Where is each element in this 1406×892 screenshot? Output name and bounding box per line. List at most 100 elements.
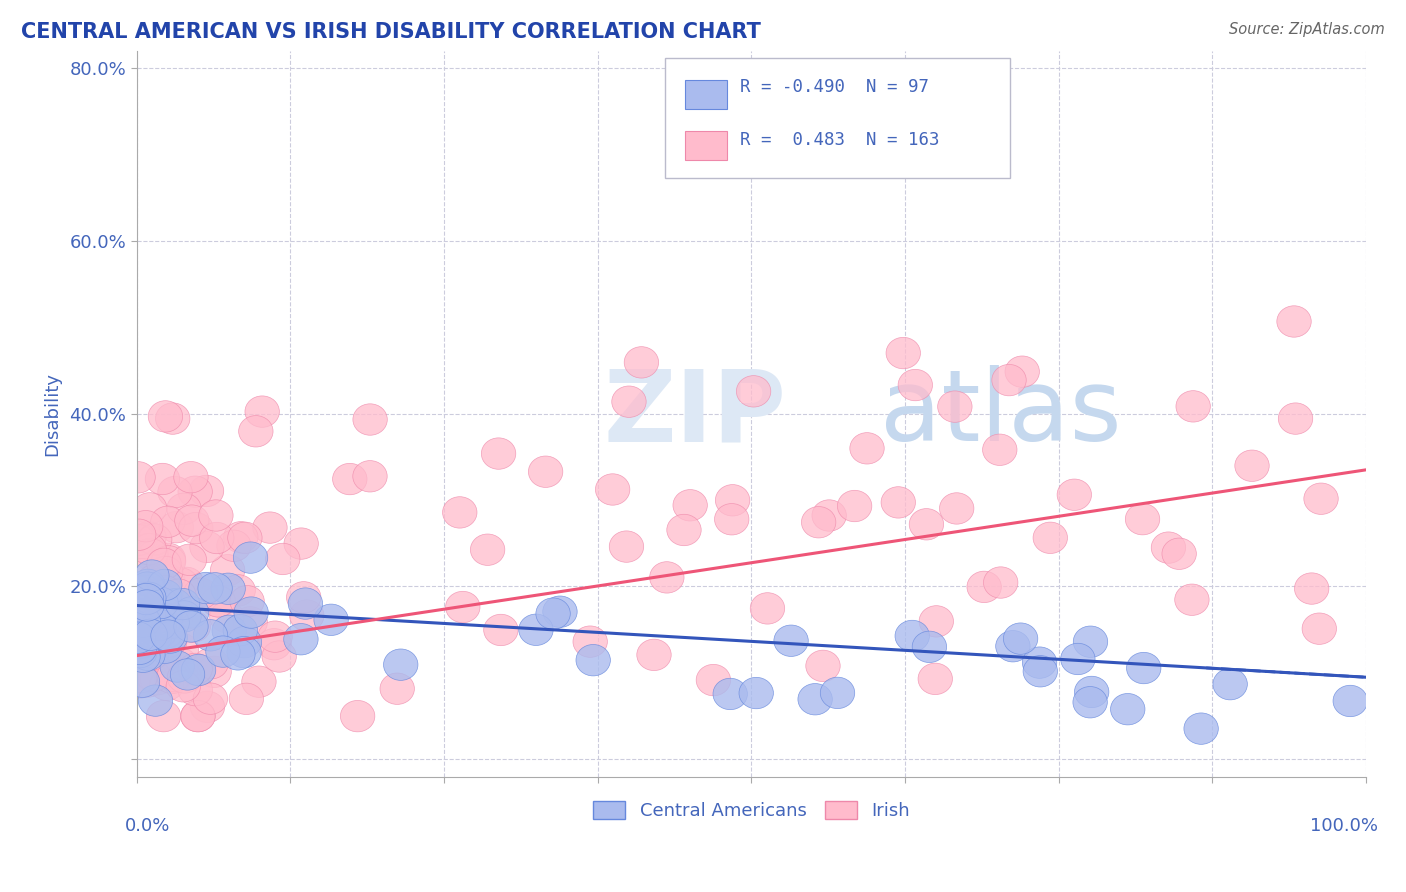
Ellipse shape — [121, 575, 155, 607]
Ellipse shape — [1184, 713, 1219, 744]
Ellipse shape — [471, 534, 505, 566]
Ellipse shape — [1005, 356, 1039, 387]
Ellipse shape — [1303, 483, 1339, 515]
Ellipse shape — [125, 592, 159, 624]
Ellipse shape — [193, 620, 228, 651]
Ellipse shape — [125, 582, 159, 614]
Ellipse shape — [121, 635, 156, 666]
Ellipse shape — [150, 506, 186, 538]
Ellipse shape — [135, 560, 169, 591]
Ellipse shape — [122, 662, 157, 693]
Ellipse shape — [145, 609, 179, 640]
Ellipse shape — [529, 456, 562, 487]
Ellipse shape — [141, 609, 174, 640]
Ellipse shape — [1060, 643, 1095, 674]
Ellipse shape — [148, 569, 181, 600]
Ellipse shape — [288, 588, 322, 619]
Ellipse shape — [284, 528, 318, 559]
Ellipse shape — [163, 648, 198, 680]
Ellipse shape — [991, 365, 1026, 396]
Ellipse shape — [124, 627, 157, 658]
Ellipse shape — [446, 591, 479, 623]
Ellipse shape — [129, 583, 163, 615]
Ellipse shape — [595, 474, 630, 505]
Ellipse shape — [142, 609, 177, 640]
Ellipse shape — [156, 403, 190, 434]
Ellipse shape — [221, 574, 256, 606]
Ellipse shape — [132, 522, 166, 553]
Ellipse shape — [1234, 450, 1270, 482]
Ellipse shape — [166, 671, 201, 702]
Ellipse shape — [141, 664, 174, 695]
Ellipse shape — [231, 585, 264, 617]
Ellipse shape — [135, 618, 169, 649]
Ellipse shape — [519, 614, 553, 646]
Ellipse shape — [713, 678, 748, 710]
Ellipse shape — [125, 599, 160, 631]
Ellipse shape — [257, 621, 292, 652]
Ellipse shape — [179, 674, 212, 706]
Ellipse shape — [125, 666, 160, 698]
Ellipse shape — [886, 337, 921, 368]
Ellipse shape — [226, 636, 262, 668]
Ellipse shape — [146, 548, 181, 580]
Ellipse shape — [1004, 623, 1038, 655]
Ellipse shape — [384, 649, 418, 681]
Ellipse shape — [134, 639, 169, 671]
Ellipse shape — [134, 539, 167, 570]
Ellipse shape — [157, 589, 191, 620]
Ellipse shape — [172, 544, 207, 575]
Ellipse shape — [910, 508, 943, 540]
Ellipse shape — [716, 484, 749, 516]
Ellipse shape — [121, 613, 156, 644]
Ellipse shape — [443, 497, 477, 528]
Text: CENTRAL AMERICAN VS IRISH DISABILITY CORRELATION CHART: CENTRAL AMERICAN VS IRISH DISABILITY COR… — [21, 22, 761, 42]
Ellipse shape — [1125, 503, 1160, 535]
Ellipse shape — [233, 607, 267, 638]
Text: R = -0.490  N = 97: R = -0.490 N = 97 — [741, 78, 929, 96]
Ellipse shape — [574, 626, 607, 657]
Ellipse shape — [150, 565, 186, 596]
Ellipse shape — [127, 592, 162, 624]
Ellipse shape — [183, 578, 218, 609]
Ellipse shape — [773, 625, 808, 657]
Ellipse shape — [1277, 306, 1312, 337]
Ellipse shape — [167, 493, 201, 524]
Ellipse shape — [129, 642, 165, 674]
Ellipse shape — [696, 665, 731, 696]
Ellipse shape — [120, 614, 155, 645]
Ellipse shape — [650, 562, 685, 593]
Ellipse shape — [1278, 403, 1313, 434]
Ellipse shape — [121, 594, 155, 625]
Ellipse shape — [174, 461, 208, 493]
Ellipse shape — [124, 666, 157, 698]
Ellipse shape — [576, 645, 610, 676]
Ellipse shape — [160, 651, 194, 682]
Ellipse shape — [197, 657, 232, 688]
Ellipse shape — [1152, 532, 1185, 564]
Ellipse shape — [1174, 584, 1209, 615]
Ellipse shape — [179, 513, 212, 544]
Ellipse shape — [751, 592, 785, 624]
Ellipse shape — [149, 669, 184, 700]
Ellipse shape — [201, 586, 235, 617]
Ellipse shape — [1333, 685, 1368, 716]
Text: 0.0%: 0.0% — [125, 816, 170, 835]
Ellipse shape — [801, 507, 835, 538]
Ellipse shape — [209, 601, 245, 632]
Ellipse shape — [838, 491, 872, 522]
Ellipse shape — [121, 462, 155, 493]
Ellipse shape — [150, 620, 186, 651]
Ellipse shape — [1024, 656, 1057, 687]
Ellipse shape — [799, 683, 832, 715]
Ellipse shape — [912, 632, 946, 663]
Ellipse shape — [1074, 676, 1109, 707]
Ellipse shape — [1022, 647, 1057, 678]
Ellipse shape — [129, 624, 163, 657]
Ellipse shape — [148, 597, 181, 628]
Text: R =  0.483  N = 163: R = 0.483 N = 163 — [741, 131, 939, 149]
Ellipse shape — [938, 391, 972, 422]
Ellipse shape — [125, 641, 160, 673]
Ellipse shape — [284, 624, 318, 655]
Ellipse shape — [624, 347, 658, 378]
